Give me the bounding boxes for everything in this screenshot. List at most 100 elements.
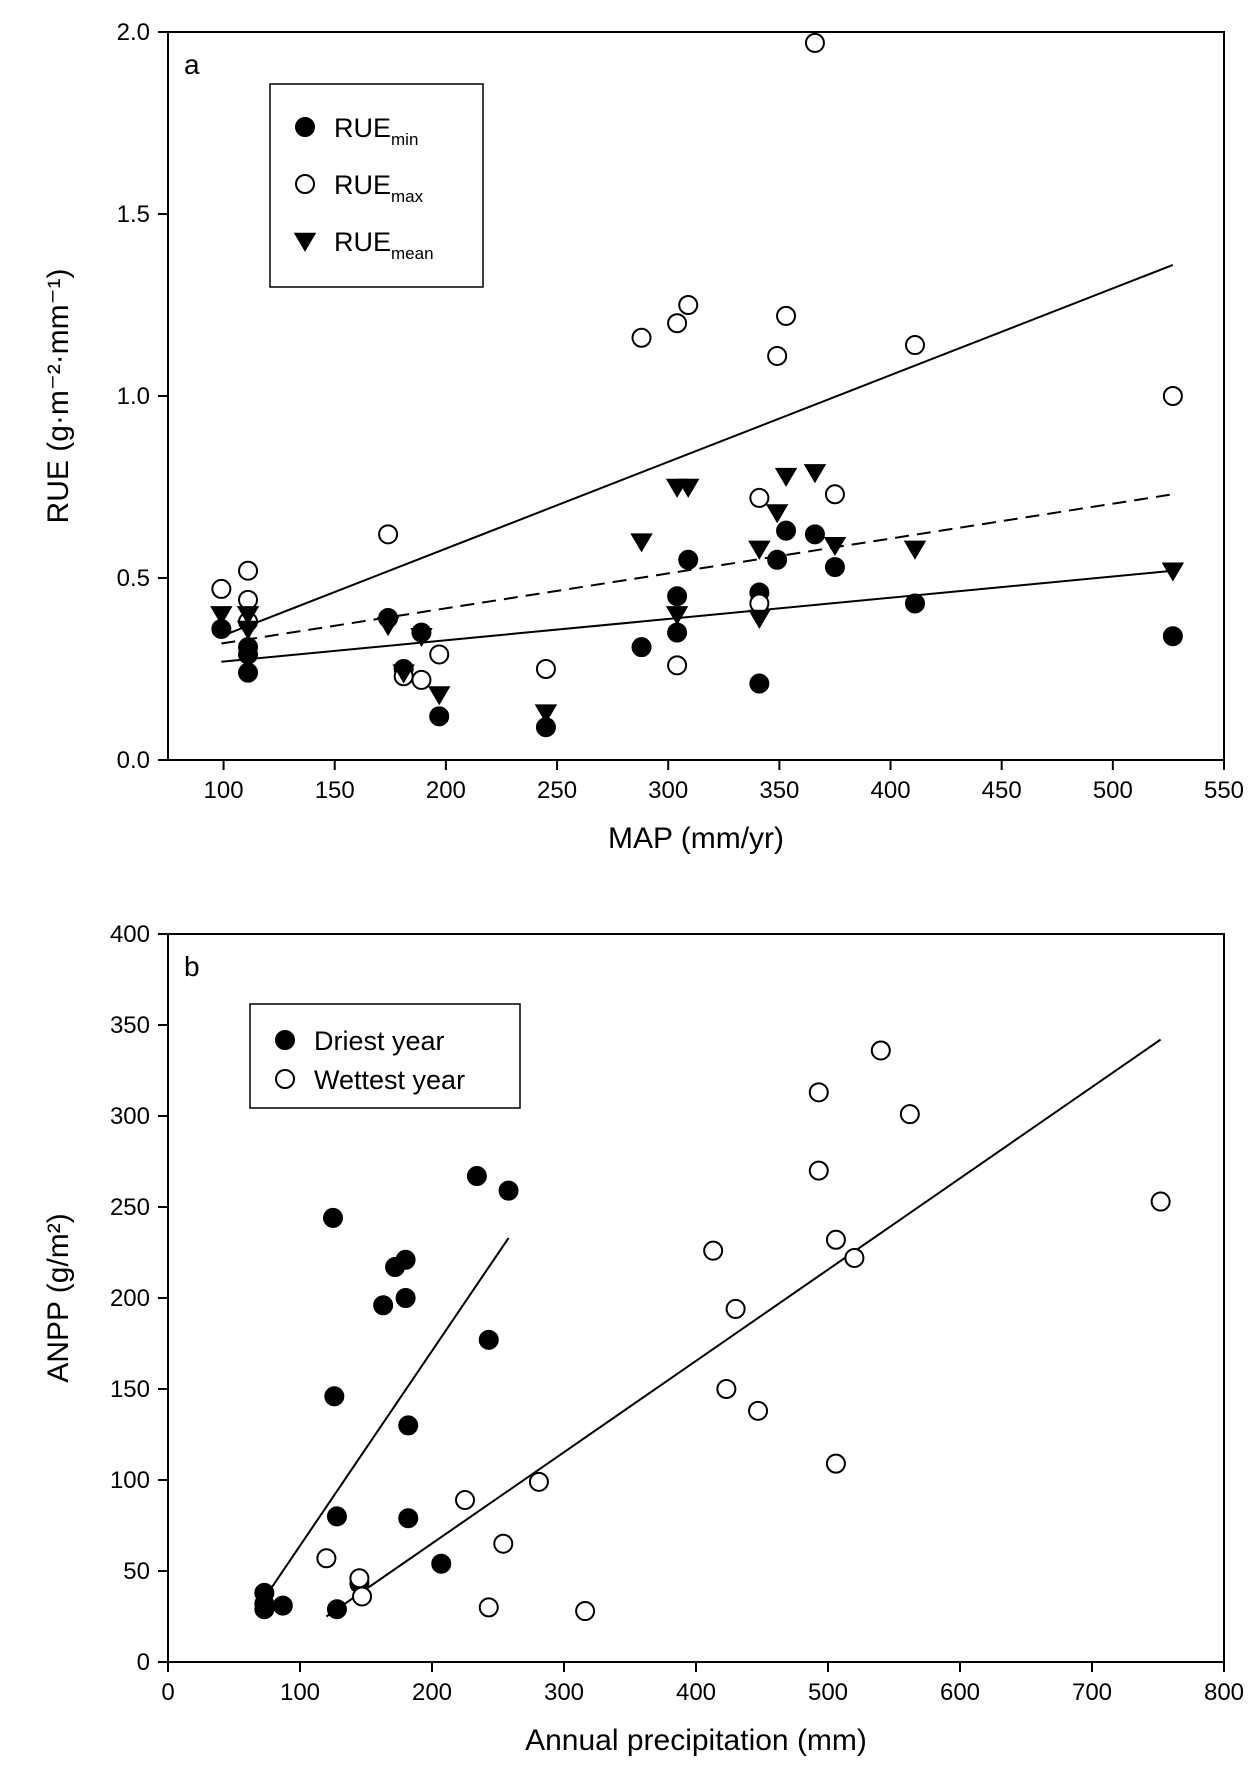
data-point — [376, 617, 400, 637]
data-point — [478, 1597, 499, 1618]
y-tick-label: 200 — [110, 1285, 150, 1312]
data-point — [748, 540, 771, 560]
x-tick-label: 700 — [1072, 1679, 1112, 1706]
data-point — [904, 593, 925, 614]
x-tick-label: 800 — [1204, 1679, 1244, 1706]
x-axis-title: Annual precipitation (mm) — [525, 1724, 867, 1757]
legend-label: RUEmin — [334, 113, 418, 149]
y-tick-label: 0.0 — [117, 747, 150, 774]
data-point — [716, 1379, 737, 1399]
data-point — [349, 1568, 370, 1589]
data-point — [1150, 1191, 1171, 1212]
data-point — [238, 662, 259, 683]
data-point — [631, 637, 652, 658]
data-point — [395, 1288, 416, 1308]
x-tick-label: 250 — [537, 777, 577, 804]
data-point — [324, 1386, 345, 1407]
y-tick-label: 100 — [110, 1467, 150, 1494]
x-tick-label: 100 — [280, 1679, 320, 1706]
data-point — [411, 669, 432, 690]
data-point — [776, 305, 797, 326]
data-point — [803, 464, 827, 484]
x-tick-label: 100 — [204, 777, 244, 804]
data-point — [455, 1490, 475, 1511]
data-point — [428, 686, 451, 706]
y-tick-label: 0 — [137, 1649, 150, 1676]
data-point — [1162, 386, 1183, 406]
legend-box — [249, 1003, 521, 1109]
data-point — [844, 1247, 865, 1268]
y-axis-title: ANPP (g/m²) — [42, 1213, 75, 1382]
panel-letter: b — [184, 951, 200, 982]
data-point — [776, 520, 797, 541]
data-point — [899, 1104, 920, 1125]
fit-line — [263, 1237, 510, 1599]
data-point — [493, 1533, 514, 1554]
data-point — [824, 557, 845, 578]
y-tick-label: 150 — [110, 1376, 150, 1403]
data-point — [352, 1586, 373, 1607]
data-point — [378, 524, 399, 545]
y-tick-label: 1.5 — [117, 201, 150, 228]
data-point — [678, 295, 699, 315]
data-point — [748, 609, 771, 629]
data-point — [767, 549, 788, 570]
data-point — [749, 673, 770, 694]
data-point — [429, 706, 450, 727]
data-point — [211, 578, 232, 599]
fit-line — [220, 264, 1174, 638]
data-point — [398, 1415, 419, 1436]
panel-a-chart: 100 150 200 250 300 350 400 450 500 550 0.0 0.5 1.0 1… — [42, 19, 1244, 855]
data-point — [498, 1180, 519, 1201]
data-point — [824, 484, 845, 505]
x-tick-label: 600 — [940, 1679, 980, 1706]
series-0 — [254, 1166, 519, 1620]
y-tick-label: 250 — [110, 1194, 150, 1221]
data-point — [774, 467, 798, 487]
data-point — [808, 1160, 829, 1181]
data-point — [667, 655, 688, 676]
data-point — [373, 1295, 394, 1316]
y-tick-label: 300 — [110, 1103, 150, 1130]
data-point — [210, 606, 233, 626]
x-tick-label: 200 — [426, 777, 466, 804]
data-point — [534, 704, 558, 724]
y-tick-label: 1.0 — [117, 383, 150, 410]
legend-label: Wettest year — [314, 1065, 465, 1095]
series-0 — [211, 520, 1183, 738]
panel-b-chart: 0 100 200 300 400 500 600 700 800 0 50 100 150 200 250… — [42, 921, 1244, 1757]
data-point — [238, 560, 259, 581]
data-point — [431, 1553, 452, 1574]
data-point — [904, 335, 925, 356]
y-tick-label: 350 — [110, 1012, 150, 1039]
data-point — [749, 487, 770, 508]
data-point — [667, 313, 688, 334]
data-point — [395, 1249, 416, 1270]
data-point — [804, 524, 825, 545]
y-tick-label: 400 — [110, 921, 150, 948]
y-tick-label: 2.0 — [117, 19, 150, 46]
x-tick-label: 450 — [982, 777, 1022, 804]
data-point — [667, 586, 688, 607]
x-tick-label: 400 — [871, 777, 911, 804]
data-point — [676, 478, 700, 498]
data-point — [823, 536, 847, 557]
legend-marker — [295, 117, 315, 137]
fit-line — [325, 1038, 1162, 1618]
data-point — [808, 1082, 829, 1103]
data-point — [392, 664, 415, 684]
data-point — [236, 620, 260, 640]
y-tick-label: 50 — [123, 1558, 150, 1585]
data-point — [398, 1508, 419, 1529]
x-tick-label: 200 — [412, 1679, 452, 1706]
y-axis-title: RUE (g·m⁻²·mm⁻¹) — [42, 269, 75, 524]
x-tick-label: 350 — [759, 777, 799, 804]
x-tick-label: 500 — [1093, 777, 1133, 804]
data-point — [326, 1506, 347, 1527]
legend-label: RUEmax — [334, 170, 424, 206]
data-point — [272, 1595, 293, 1616]
data-point — [528, 1471, 549, 1492]
fit-line — [221, 569, 1173, 663]
panel-letter: a — [184, 49, 200, 80]
data-point — [665, 606, 689, 626]
